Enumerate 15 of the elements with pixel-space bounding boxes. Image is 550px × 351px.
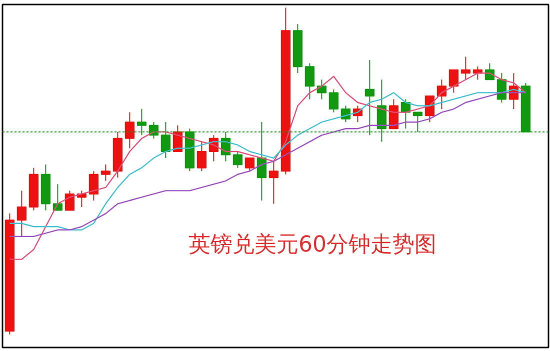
candlestick (304, 62, 315, 100)
candlestick (64, 190, 75, 211)
candlestick (268, 160, 279, 204)
candlestick (124, 112, 135, 149)
candlestick (244, 158, 255, 172)
candlestick (88, 170, 99, 201)
candlestick (460, 56, 471, 80)
candlestick (448, 69, 459, 94)
candlestick (16, 190, 27, 237)
text: 英镑兑美元60分钟走势图 (188, 232, 437, 258)
candlestick (160, 122, 171, 159)
candlestick (100, 164, 111, 182)
candlestick (232, 151, 243, 168)
candlestick (328, 88, 339, 113)
candlestick (196, 141, 207, 172)
